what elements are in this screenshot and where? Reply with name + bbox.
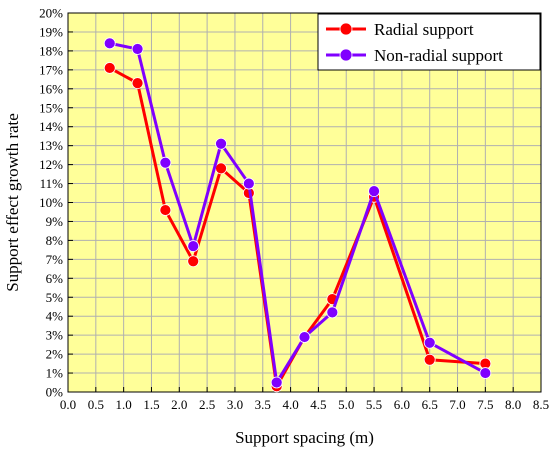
data-point bbox=[242, 177, 255, 190]
y-tick-label: 20% bbox=[39, 6, 63, 21]
x-tick-label: 1.5 bbox=[143, 397, 159, 412]
legend-box bbox=[317, 13, 541, 71]
x-tick-label: 3.0 bbox=[227, 397, 243, 412]
y-tick-label: 11% bbox=[40, 176, 64, 191]
y-axis-title: Support effect growth rate bbox=[3, 113, 22, 292]
data-point bbox=[368, 185, 380, 198]
data-point bbox=[326, 306, 339, 319]
data-point bbox=[159, 156, 172, 169]
series-2 bbox=[103, 37, 492, 389]
x-axis-ticks: 0.0 0.5 1.0 1.5 2.0 2.5 3.0 3.5 4.0 4.5 5.0 5.5 6.0 6… bbox=[60, 387, 549, 412]
y-tick-label: 0% bbox=[46, 385, 64, 400]
data-point bbox=[131, 77, 144, 90]
data-point bbox=[270, 376, 283, 389]
data-point bbox=[298, 331, 311, 343]
data-point bbox=[187, 255, 200, 268]
series-group bbox=[103, 37, 492, 393]
x-axis-title: Support spacing (m) bbox=[235, 428, 374, 447]
y-tick-label: 1% bbox=[46, 366, 64, 381]
x-tick-label: 7.5 bbox=[477, 397, 493, 412]
data-point bbox=[215, 162, 227, 175]
legend-label: Non-radial support bbox=[374, 46, 503, 65]
y-tick-label: 12% bbox=[39, 157, 63, 172]
y-tick-label: 17% bbox=[39, 62, 63, 77]
x-tick-label: 1.0 bbox=[116, 397, 132, 412]
x-tick-label: 4.0 bbox=[282, 397, 298, 412]
x-tick-label: 5.5 bbox=[366, 397, 382, 412]
y-tick-label: 18% bbox=[39, 43, 63, 58]
x-tick-label: 8.0 bbox=[505, 397, 521, 412]
x-tick-label: 5.0 bbox=[338, 397, 354, 412]
legend-swatch-marker bbox=[339, 22, 353, 36]
data-point bbox=[423, 353, 436, 366]
y-axis-ticks: 0% 1% 2% 3% 4% 5% 6% 7% 8% 9% 10% 11% 12% 13% 14% 15% 16… bbox=[39, 6, 73, 400]
x-tick-label: 2.5 bbox=[199, 397, 215, 412]
x-tick-label: 6.5 bbox=[422, 397, 438, 412]
y-tick-label: 2% bbox=[46, 347, 64, 362]
y-tick-label: 7% bbox=[46, 252, 64, 267]
data-point bbox=[159, 204, 172, 216]
data-point bbox=[131, 43, 144, 55]
x-tick-label: 3.5 bbox=[255, 397, 271, 412]
legend-swatch-marker bbox=[339, 48, 353, 62]
y-tick-label: 5% bbox=[46, 290, 64, 305]
data-point bbox=[187, 240, 200, 252]
legend: Radial support Non-radial support bbox=[317, 13, 541, 71]
x-tick-label: 7.0 bbox=[449, 397, 465, 412]
x-tick-label: 8.5 bbox=[533, 397, 549, 412]
data-point bbox=[479, 367, 492, 379]
x-tick-label: 0.5 bbox=[88, 397, 104, 412]
x-tick-label: 4.5 bbox=[310, 397, 326, 412]
data-point bbox=[215, 137, 227, 150]
series-line bbox=[109, 41, 487, 385]
y-tick-label: 8% bbox=[46, 233, 64, 248]
x-tick-label: 0.0 bbox=[60, 397, 76, 412]
data-point bbox=[103, 37, 116, 50]
x-tick-label: 6.0 bbox=[394, 397, 410, 412]
y-tick-label: 14% bbox=[39, 119, 63, 134]
data-point bbox=[423, 336, 436, 349]
y-tick-label: 15% bbox=[39, 100, 63, 115]
y-tick-label: 10% bbox=[39, 195, 63, 210]
y-tick-label: 6% bbox=[46, 271, 64, 286]
y-tick-label: 19% bbox=[39, 24, 63, 39]
y-tick-label: 16% bbox=[39, 81, 63, 96]
y-tick-label: 13% bbox=[39, 138, 63, 153]
y-tick-label: 3% bbox=[46, 328, 64, 343]
y-tick-label: 9% bbox=[46, 214, 64, 229]
x-tick-label: 2.0 bbox=[171, 397, 187, 412]
y-tick-label: 4% bbox=[46, 309, 64, 324]
data-point bbox=[103, 62, 116, 74]
legend-label: Radial support bbox=[374, 20, 474, 39]
